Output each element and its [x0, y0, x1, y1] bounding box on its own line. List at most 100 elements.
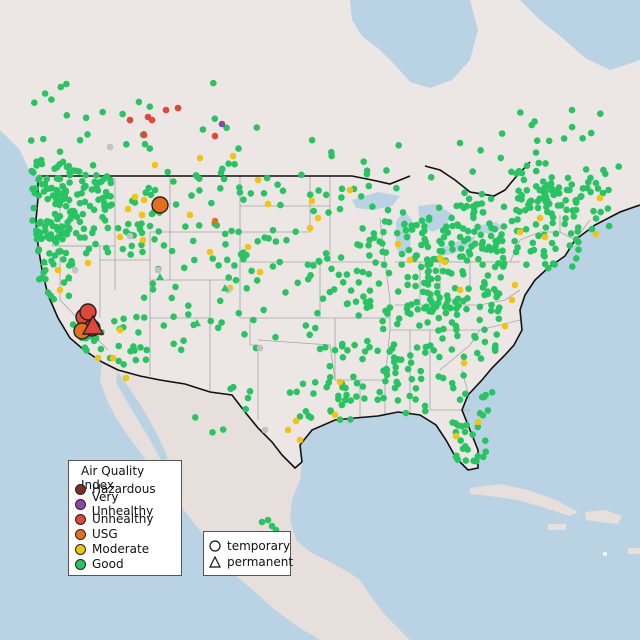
monitor-dot: [50, 261, 57, 268]
monitor-dot: [119, 245, 127, 253]
monitor-dot-no-data: [126, 232, 134, 240]
monitor-dot: [147, 191, 155, 199]
monitor-dot: [476, 316, 484, 324]
monitor-dot: [196, 187, 203, 194]
aqi-legend: Air Quality Index Hazardous Very Unhealt…: [68, 460, 182, 576]
monitor-dot: [597, 208, 604, 216]
monitor-dot: [330, 286, 338, 293]
monitor-dot: [490, 285, 498, 293]
monitor-dot: [218, 319, 225, 326]
monitor-dot: [540, 252, 547, 259]
monitor-dot: [495, 260, 502, 267]
monitor-dot: [331, 346, 339, 354]
monitor-dot: [40, 135, 47, 143]
monitor-dot: [448, 346, 456, 353]
monitor-dot: [476, 303, 484, 311]
legend-item-good: Good: [75, 557, 124, 571]
monitor-dot: [441, 258, 449, 266]
monitor-dot: [394, 397, 402, 404]
monitor-dot: [298, 171, 305, 179]
monitor-dot-unhealthy: [162, 106, 170, 114]
monitor-dot: [177, 346, 185, 354]
monitor-dot: [475, 255, 482, 263]
monitor-dot: [323, 255, 331, 262]
monitor-dot: [553, 188, 561, 196]
monitor-dot: [392, 364, 400, 371]
monitor-dot: [382, 377, 389, 385]
monitor-dot: [92, 240, 99, 248]
monitor-dot: [46, 250, 53, 257]
monitor-dot: [310, 207, 318, 215]
monitor-dot: [435, 314, 443, 322]
monitor-dot: [109, 354, 117, 362]
monitor-dot: [146, 222, 154, 230]
monitor-dot: [471, 228, 478, 235]
monitor-dot: [568, 123, 576, 131]
monitor-dot: [460, 359, 468, 367]
monitor-dot: [339, 354, 347, 361]
monitor-dot: [343, 391, 350, 399]
monitor-dot: [195, 222, 203, 229]
monitor-dot: [139, 248, 146, 256]
monitor-dot: [481, 326, 488, 334]
monitor-dot: [402, 409, 410, 417]
monitor-dot: [180, 264, 188, 272]
monitor-dot: [529, 239, 537, 247]
monitor-dot: [419, 288, 427, 296]
monitor-dot: [37, 156, 45, 164]
monitor-dot: [292, 417, 300, 425]
monitor-dot: [435, 373, 443, 380]
monitor-dot: [76, 234, 84, 241]
monitor-dot: [605, 222, 613, 230]
monitor-dot: [135, 329, 142, 336]
circle-icon: [209, 540, 221, 552]
monitor-dot: [214, 324, 222, 332]
monitor-dot: [484, 407, 492, 414]
monitor-dot: [192, 414, 199, 421]
monitor-dot: [427, 174, 435, 181]
monitor-dot: [561, 220, 568, 228]
monitor-dot: [508, 217, 516, 225]
monitor-dot: [464, 446, 471, 453]
monitor-dot: [399, 209, 407, 216]
monitor-dot: [395, 142, 403, 149]
legend-item-permanent: permanent: [209, 555, 293, 569]
monitor-dot: [55, 248, 62, 255]
monitor-dot: [57, 83, 65, 91]
canada-landmass: [0, 0, 640, 196]
monitor-dot: [28, 167, 35, 175]
monitor-dot: [363, 170, 371, 178]
monitor-dot: [43, 185, 51, 193]
monitor-dot: [406, 392, 414, 400]
monitor-dot: [461, 189, 468, 197]
monitor-dot: [464, 235, 472, 243]
monitor-dot: [451, 284, 459, 292]
monitor-dot: [137, 344, 144, 351]
monitor-dot: [32, 185, 39, 192]
monitor-dot: [508, 168, 515, 176]
monitor-dot: [99, 213, 106, 221]
legend-label: Moderate: [92, 542, 150, 556]
monitor-dot: [56, 286, 64, 294]
monitor-dot: [227, 385, 234, 393]
monitor-dot: [47, 292, 55, 300]
hudson-bay: [350, 0, 478, 88]
monitor-dot: [439, 227, 447, 234]
monitor-points: [27, 79, 622, 556]
monitor-dot: [417, 263, 425, 271]
monitor-dot: [294, 279, 302, 287]
monitor-dot: [51, 210, 59, 218]
monitor-dot: [432, 267, 440, 275]
monitor-dot: [46, 235, 53, 242]
monitor-dot: [82, 249, 90, 257]
monitor-dot: [366, 236, 373, 244]
monitor-dot: [455, 302, 462, 309]
monitor-dot: [59, 235, 66, 243]
mexico-landmass: [102, 362, 410, 640]
monitor-dot: [393, 184, 400, 192]
monitor-dot: [47, 219, 55, 226]
monitor-type-legend: temporary permanent: [203, 531, 293, 576]
monitor-dot: [36, 233, 44, 241]
monitor-dot: [107, 193, 114, 200]
monitor-dot: [366, 252, 373, 259]
